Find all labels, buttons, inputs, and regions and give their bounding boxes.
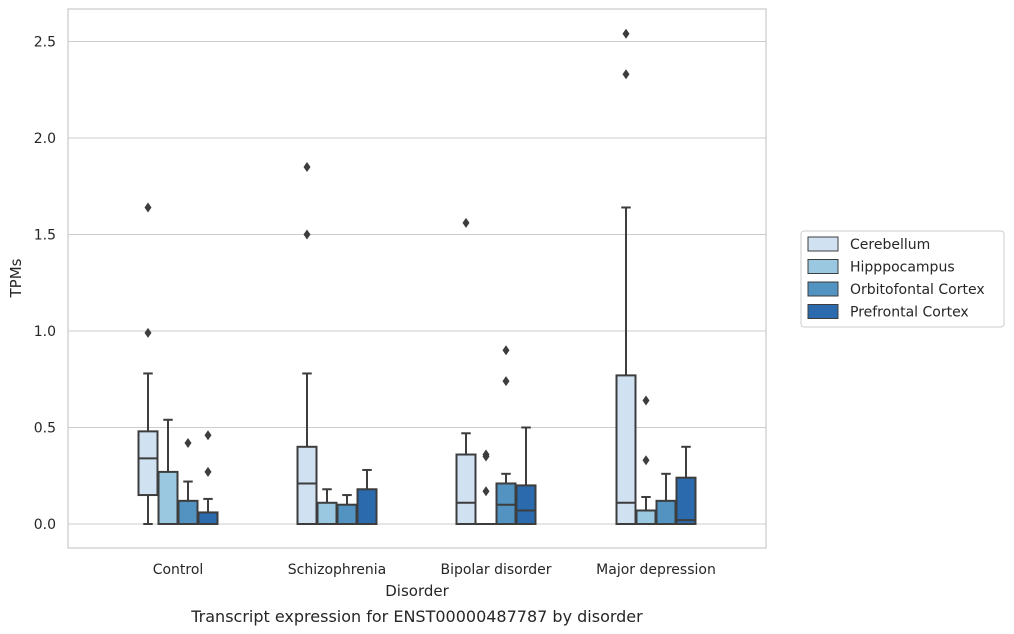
- box-hipppocampus: [635, 395, 657, 525]
- box-body: [157, 470, 179, 526]
- box-orbitofontal-cortex: [655, 472, 677, 525]
- box-prefrontal-cortex: [197, 430, 219, 525]
- y-tick-label: 1.5: [34, 228, 56, 244]
- box-body: [615, 374, 637, 526]
- grid-lines: [68, 40, 766, 525]
- y-axis-title: TPMs: [7, 258, 25, 298]
- y-tick-label: 1.0: [34, 324, 56, 340]
- box-plots: [137, 28, 697, 526]
- legend-label: Hipppocampus: [850, 260, 955, 276]
- outlier-point: [303, 161, 311, 172]
- box-orbitofontal-cortex: [177, 437, 199, 525]
- legend-swatch: [807, 304, 839, 319]
- chart-caption: Transcript expression for ENST0000048778…: [190, 607, 643, 626]
- y-tick-label: 0.0: [34, 517, 56, 533]
- box-hipppocampus: [316, 488, 338, 525]
- outlier-point: [622, 28, 630, 39]
- legend-label: Cerebellum: [850, 237, 930, 253]
- legend: Cerebellum Hipppocampus Orbitofontal Corte…: [800, 230, 1005, 328]
- legend-frame: [800, 230, 1005, 328]
- box-body: [316, 501, 338, 525]
- x-tick-label: Schizophrenia: [288, 562, 386, 578]
- legend-label: Prefrontal Cortex: [850, 305, 969, 321]
- outlier-point: [204, 430, 212, 441]
- x-tick-labels: Control Schizophrenia Bipolar disorder Majo…: [153, 562, 716, 578]
- y-tick-label: 0.5: [34, 421, 56, 437]
- x-tick-label: Bipolar disorder: [440, 562, 551, 578]
- x-axis-title: Disorder: [385, 582, 449, 600]
- box-prefrontal-cortex: [675, 445, 697, 525]
- box-cerebellum: [137, 202, 159, 525]
- outlier-point: [144, 202, 152, 213]
- box-body: [197, 511, 219, 525]
- box-orbitofontal-cortex: [495, 345, 517, 525]
- outlier-point: [482, 451, 490, 462]
- box-prefrontal-cortex: [356, 468, 378, 526]
- box-body: [336, 503, 358, 526]
- box-body: [635, 509, 657, 525]
- outlier-point: [482, 486, 490, 497]
- x-tick-label: Control: [153, 562, 204, 578]
- box-cerebellum: [296, 161, 318, 525]
- legend-swatch: [807, 281, 839, 297]
- outlier-point: [144, 327, 152, 338]
- box-body: [296, 445, 318, 525]
- box-orbitofontal-cortex: [336, 494, 358, 526]
- box-cerebellum: [615, 28, 637, 526]
- box-hipppocampus: [157, 418, 179, 526]
- box-body: [515, 484, 537, 525]
- legend-items: Cerebellum Hipppocampus Orbitofontal Corte…: [807, 236, 985, 321]
- outlier-point: [462, 217, 470, 228]
- x-tick-label: Major depression: [596, 562, 716, 578]
- box-prefrontal-cortex: [515, 426, 537, 525]
- legend-swatch: [807, 259, 839, 274]
- legend-swatch: [807, 236, 839, 252]
- y-tick-label: 2.0: [34, 131, 56, 147]
- outlier-point: [642, 455, 650, 466]
- outlier-point: [303, 229, 311, 240]
- box-body: [455, 453, 477, 525]
- outlier-point: [204, 466, 212, 477]
- box-body: [177, 499, 199, 525]
- box-body: [137, 430, 159, 497]
- outlier-point: [622, 69, 630, 80]
- plot-frame: [67, 8, 767, 549]
- outlier-point: [184, 437, 192, 448]
- box-body: [356, 488, 378, 526]
- box-hipppocampus: [475, 449, 497, 526]
- y-tick-labels: 0.0 0.5 1.0 1.5 2.0 2.5: [34, 35, 56, 534]
- outlier-point: [642, 395, 650, 406]
- box-body: [655, 499, 677, 525]
- legend-label: Orbitofontal Cortex: [850, 282, 985, 298]
- outlier-point: [502, 376, 510, 387]
- y-tick-label: 2.5: [34, 35, 56, 51]
- box-cerebellum: [455, 217, 477, 525]
- outlier-point: [502, 345, 510, 356]
- box-body: [675, 476, 697, 525]
